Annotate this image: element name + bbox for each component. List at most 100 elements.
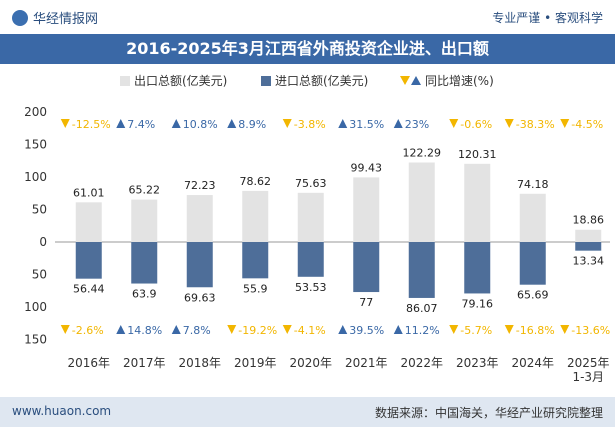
export-yoy-label: -12.5% xyxy=(72,118,111,131)
import-yoy-label: 14.8% xyxy=(127,324,162,337)
import-bar xyxy=(186,242,213,288)
x-category-label: 2025年 xyxy=(567,356,610,370)
x-category-label: 2024年 xyxy=(511,356,554,370)
export-yoy-label: -0.6% xyxy=(460,118,492,131)
import-bar xyxy=(353,242,380,293)
export-yoy-label: 8.9% xyxy=(238,118,266,131)
export-bar xyxy=(519,193,546,242)
export-yoy-down-marker xyxy=(282,119,292,128)
import-yoy-up-marker xyxy=(171,325,181,334)
y-tick-label: 100 xyxy=(24,170,47,184)
export-yoy-label: 7.4% xyxy=(127,118,155,131)
x-category-label: 2021年 xyxy=(345,356,388,370)
import-yoy-down-marker xyxy=(449,325,459,334)
export-yoy-up-marker xyxy=(227,119,237,128)
y-tick-label: 50 xyxy=(32,203,47,217)
legend-yoy-label: 同比增速(%) xyxy=(425,74,494,88)
export-yoy-down-marker xyxy=(560,119,570,128)
import-yoy-label: -19.2% xyxy=(238,324,277,337)
chart-title: 2016-2025年3月江西省外商投资企业进、出口额 xyxy=(0,34,615,64)
export-yoy-label: 31.5% xyxy=(349,118,384,131)
import-yoy-down-marker xyxy=(227,325,237,334)
import-value-label: 69.63 xyxy=(184,291,216,304)
import-bar xyxy=(408,242,435,298)
export-value-label: 122.29 xyxy=(403,147,442,160)
import-yoy-up-marker xyxy=(393,325,403,334)
import-yoy-down-marker xyxy=(282,325,292,334)
logo-icon xyxy=(12,9,28,26)
import-bar xyxy=(464,242,491,294)
export-yoy-label: -38.3% xyxy=(516,118,555,131)
export-yoy-down-marker xyxy=(449,119,459,128)
import-value-label: 13.34 xyxy=(573,255,605,268)
export-yoy-up-marker xyxy=(171,119,181,128)
slogan: 专业严谨 • 客观科学 xyxy=(492,11,603,25)
export-bar xyxy=(353,177,380,242)
import-value-label: 86.07 xyxy=(406,302,438,315)
legend-export-swatch xyxy=(120,76,130,86)
import-bar xyxy=(519,242,546,285)
import-bar xyxy=(575,242,602,251)
data-source: 数据来源：中国海关，华经产业研究院整理 xyxy=(374,406,603,420)
import-bar xyxy=(75,242,102,279)
x-category-label: 1-3月 xyxy=(572,370,604,384)
import-yoy-down-marker xyxy=(560,325,570,334)
import-yoy-down-marker xyxy=(504,325,514,334)
y-tick-label: 150 xyxy=(24,138,47,152)
export-value-label: 78.62 xyxy=(240,175,272,188)
x-category-label: 2018年 xyxy=(178,356,221,370)
export-value-label: 99.43 xyxy=(351,161,383,174)
import-yoy-label: 11.2% xyxy=(405,324,440,337)
export-value-label: 18.86 xyxy=(573,214,605,227)
export-value-label: 120.31 xyxy=(458,148,497,161)
legend-yoy-up-marker xyxy=(411,76,421,85)
legend-import-swatch xyxy=(261,76,271,86)
export-value-label: 75.63 xyxy=(295,177,327,190)
import-yoy-label: -16.8% xyxy=(516,324,555,337)
import-value-label: 65.69 xyxy=(517,289,549,302)
x-category-label: 2020年 xyxy=(289,356,332,370)
import-yoy-label: -2.6% xyxy=(72,324,104,337)
export-value-label: 61.01 xyxy=(73,186,105,199)
x-category-label: 2019年 xyxy=(234,356,277,370)
export-bar xyxy=(131,199,158,242)
y-tick-label: 50 xyxy=(32,268,47,282)
x-category-label: 2016年 xyxy=(67,356,110,370)
import-yoy-label: -4.1% xyxy=(294,324,326,337)
import-yoy-down-marker xyxy=(60,325,70,334)
export-bar xyxy=(408,162,435,242)
import-bar xyxy=(131,242,158,284)
x-category-label: 2017年 xyxy=(123,356,166,370)
import-yoy-label: -13.6% xyxy=(571,324,610,337)
export-yoy-label: 10.8% xyxy=(183,118,218,131)
y-tick-label: 200 xyxy=(24,105,47,119)
top-bar: 华经情报网 专业严谨 • 客观科学 xyxy=(0,0,615,34)
import-yoy-up-marker xyxy=(338,325,348,334)
import-bar xyxy=(242,242,269,279)
export-value-label: 74.18 xyxy=(517,178,549,191)
y-tick-label: 100 xyxy=(24,300,47,314)
export-yoy-up-marker xyxy=(338,119,348,128)
import-value-label: 63.9 xyxy=(132,288,157,301)
export-bar xyxy=(297,192,324,242)
import-yoy-label: 7.8% xyxy=(183,324,211,337)
x-category-label: 2022年 xyxy=(400,356,443,370)
export-yoy-down-marker xyxy=(60,119,70,128)
export-yoy-up-marker xyxy=(116,119,126,128)
export-bar xyxy=(464,163,491,242)
export-yoy-label: 23% xyxy=(405,118,429,131)
y-tick-label: 0 xyxy=(39,235,47,249)
legend-import-label: 进口总额(亿美元) xyxy=(275,73,368,88)
export-yoy-label: -3.8% xyxy=(294,118,326,131)
legend-yoy-down-marker xyxy=(400,76,410,85)
export-yoy-down-marker xyxy=(504,119,514,128)
brand: 华经情报网 xyxy=(12,8,98,27)
export-bar xyxy=(242,190,269,242)
export-bar xyxy=(75,202,102,242)
import-bar xyxy=(297,242,324,277)
export-bar xyxy=(575,229,602,242)
export-value-label: 72.23 xyxy=(184,179,216,192)
import-yoy-label: -5.7% xyxy=(460,324,492,337)
import-value-label: 53.53 xyxy=(295,281,327,294)
